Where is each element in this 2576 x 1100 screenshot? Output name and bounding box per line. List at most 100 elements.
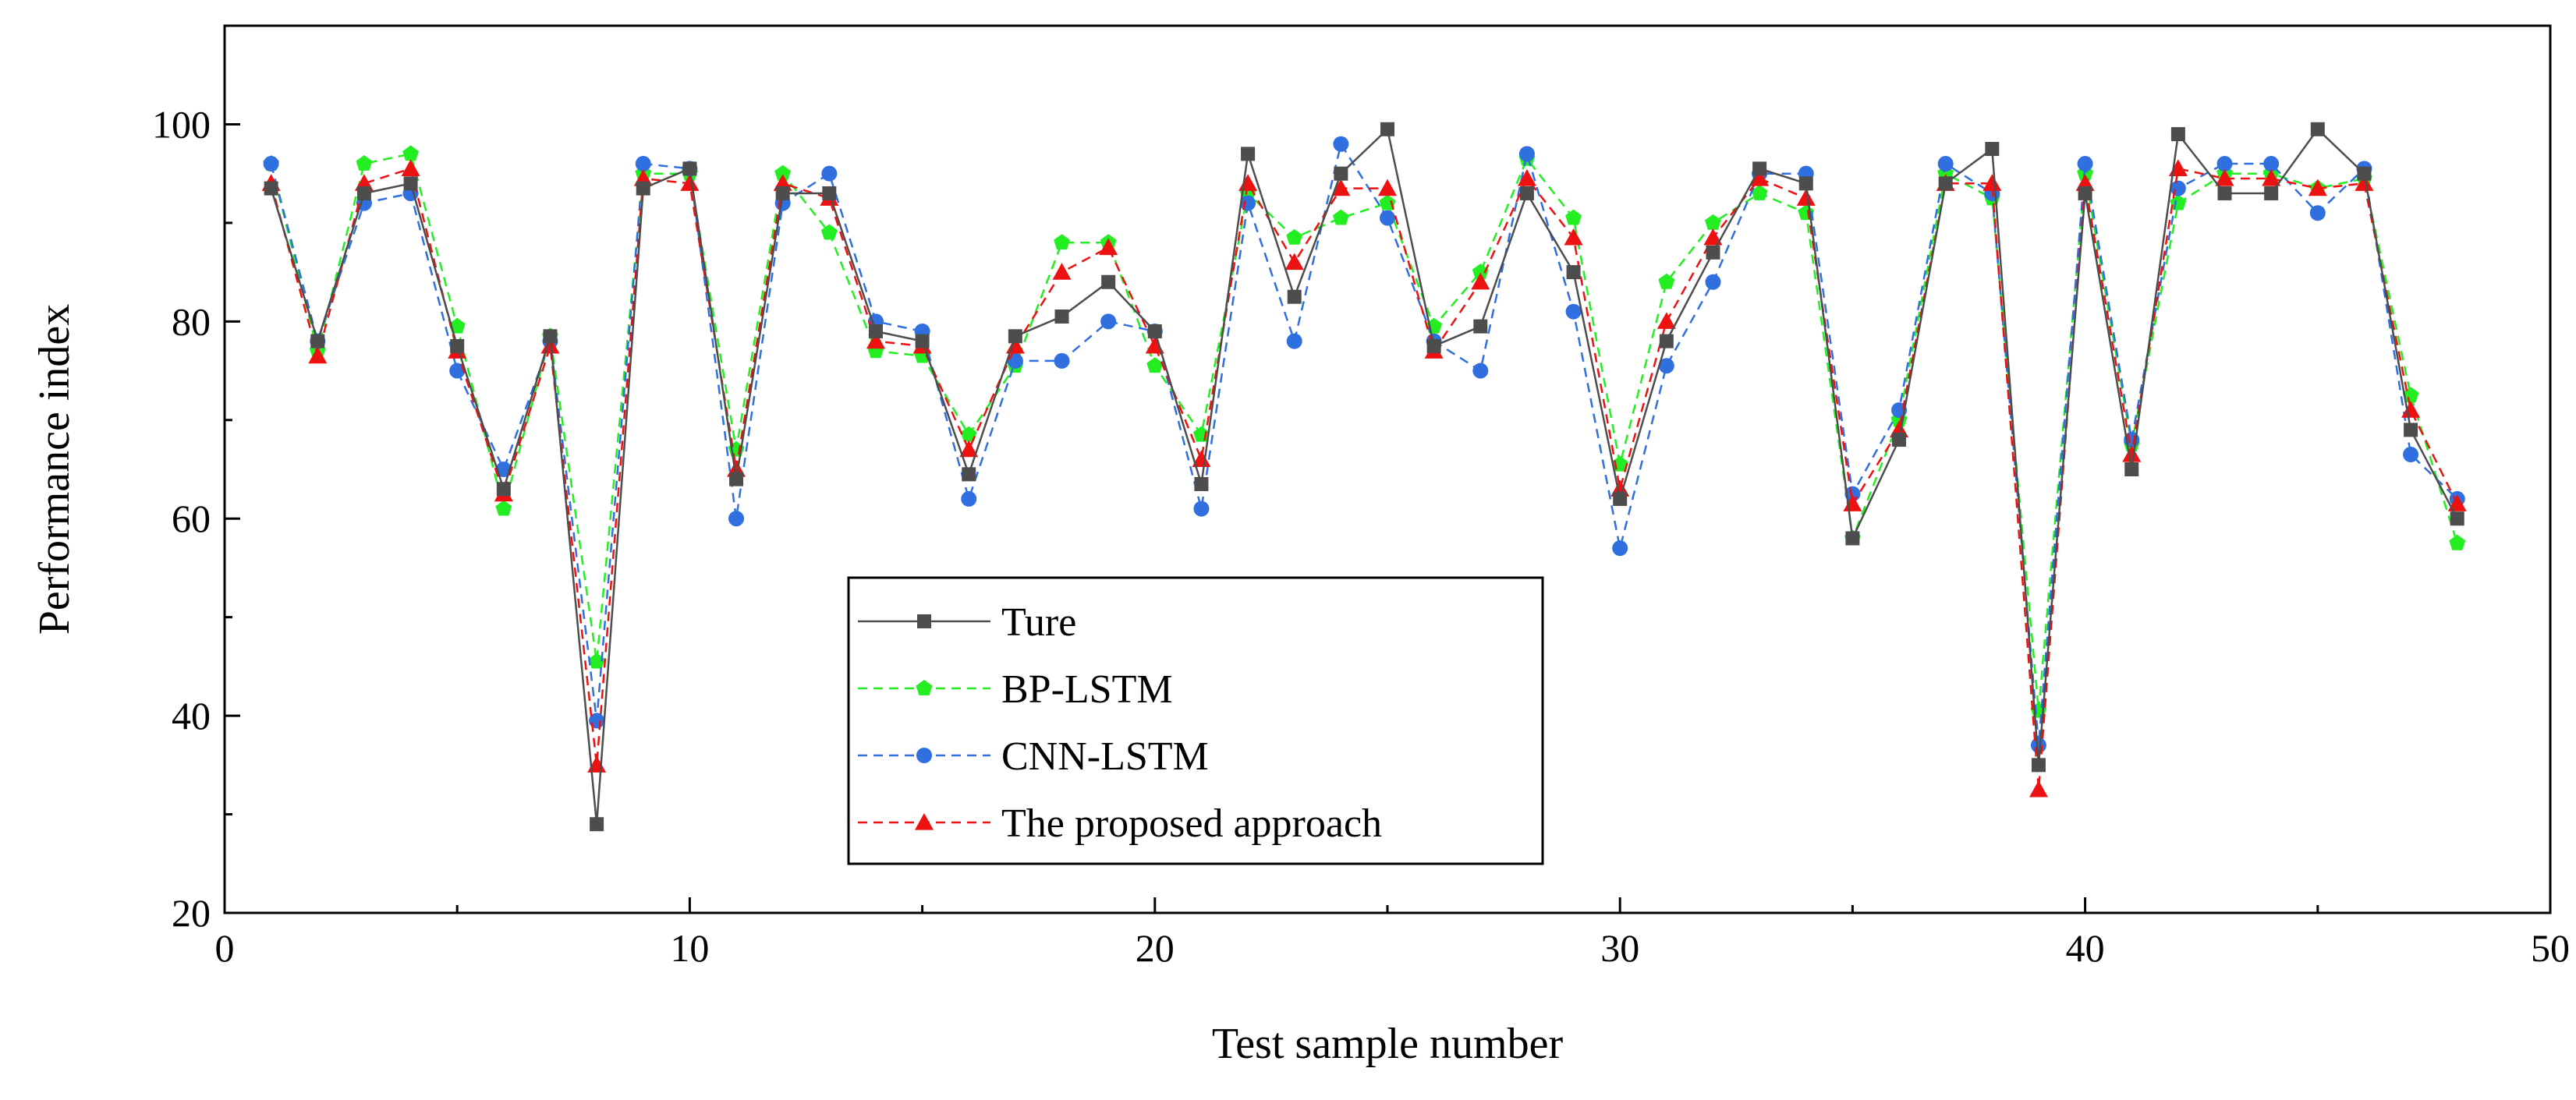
data-point-cnn-lstm [1937, 156, 1954, 172]
data-point-cnn-lstm [2216, 156, 2233, 172]
data-point-cnn-lstm [1193, 500, 1210, 517]
y-tick-label: 20 [172, 891, 211, 935]
y-tick-label: 100 [152, 102, 211, 146]
data-point-proposed [1564, 228, 1583, 246]
legend-marker-bp-lstm [916, 680, 933, 695]
data-point-ture [2170, 127, 2185, 142]
legend-marker-cnn-lstm [916, 748, 932, 763]
data-point-ture [1519, 186, 1534, 200]
data-point-bp-lstm [1565, 209, 1582, 225]
data-point-bp-lstm [1705, 214, 1721, 230]
data-point-ture [1566, 265, 1581, 280]
data-point-ture [1798, 176, 1813, 191]
data-point-ture [1426, 338, 1441, 353]
data-point-cnn-lstm [1518, 146, 1535, 162]
data-point-proposed [2447, 494, 2467, 511]
data-point-ture [915, 334, 930, 348]
data-point-proposed [1284, 253, 1304, 271]
legend-box [847, 576, 1544, 865]
data-point-cnn-lstm [961, 490, 977, 507]
series-ture [264, 122, 2464, 832]
data-point-ture [1938, 176, 1953, 191]
data-point-ture [775, 186, 790, 200]
data-point-bp-lstm [1286, 228, 1303, 245]
data-point-ture [822, 186, 837, 200]
data-point-ture [729, 472, 744, 486]
data-point-proposed [1378, 179, 1397, 196]
data-point-bp-lstm [1054, 234, 1070, 250]
data-point-bp-lstm [402, 145, 419, 161]
data-point-cnn-lstm [1054, 352, 1070, 369]
data-point-ture [868, 324, 883, 338]
data-point-cnn-lstm [1472, 363, 1489, 379]
data-point-cnn-lstm [2030, 737, 2046, 754]
y-tick-label: 40 [172, 694, 211, 737]
data-point-proposed [1331, 179, 1351, 196]
data-point-ture [543, 329, 558, 344]
data-point-cnn-lstm [1380, 210, 1395, 226]
data-point-ture [2217, 186, 2232, 200]
legend-item-cnn-lstm: CNN-LSTM [858, 734, 1209, 779]
data-point-cnn-lstm [1565, 303, 1582, 320]
data-point-cnn-lstm [1658, 358, 1674, 374]
data-point-ture [310, 334, 325, 348]
x-tick-label: 40 [2066, 926, 2105, 970]
data-point-cnn-lstm [2403, 447, 2419, 463]
x-axis-title: Test sample number [1212, 1020, 1564, 1068]
data-point-ture [2357, 166, 2372, 181]
data-point-bp-lstm [356, 155, 373, 171]
data-point-cnn-lstm [1612, 540, 1628, 557]
data-point-ture [403, 176, 418, 191]
data-point-proposed [2308, 179, 2327, 196]
series-line-ture [270, 127, 2458, 825]
data-point-ture [2450, 511, 2464, 526]
data-point-cnn-lstm [2309, 205, 2326, 221]
data-point-proposed [401, 159, 420, 176]
data-point-bp-lstm [1472, 264, 1489, 279]
data-point-proposed [959, 440, 979, 458]
data-point-proposed [1796, 189, 1816, 206]
legend-item-bp-lstm: BP-LSTM [858, 667, 1173, 712]
x-tick-label: 50 [2531, 926, 2570, 970]
data-point-ture [356, 186, 371, 200]
data-point-cnn-lstm [2170, 180, 2186, 196]
data-point-proposed [1471, 272, 1490, 290]
data-point-ture [1845, 531, 1860, 546]
data-point-ture [1287, 289, 1302, 304]
data-point-ture [2404, 423, 2418, 437]
series-line-proposed [270, 167, 2458, 790]
legend-item-ture: Ture [858, 600, 1076, 645]
data-point-ture [1241, 147, 1256, 161]
legend-item-proposed: The proposed approach [858, 801, 1382, 846]
data-point-cnn-lstm [728, 511, 745, 527]
data-point-ture [1054, 309, 1069, 324]
x-tick-label: 30 [1600, 926, 1639, 970]
data-point-cnn-lstm [1333, 136, 1349, 152]
data-point-ture [1985, 142, 2000, 157]
data-point-bp-lstm [1751, 185, 1768, 200]
data-point-proposed [1192, 450, 1211, 467]
data-point-ture [1706, 245, 1720, 260]
data-point-ture [1101, 274, 1116, 289]
series-layer [261, 122, 2467, 832]
data-point-proposed [2122, 445, 2142, 462]
data-point-ture [1380, 122, 1394, 136]
data-point-ture [1008, 329, 1022, 344]
data-point-ture [590, 817, 604, 832]
legend: Ture BP-LSTM CNN-LSTM The proposed approach [847, 576, 1544, 865]
data-point-ture [496, 482, 511, 497]
data-point-bp-lstm [2449, 534, 2466, 550]
data-point-ture [636, 181, 650, 196]
legend-label-cnn-lstm: CNN-LSTM [1001, 734, 1209, 779]
data-point-ture [1892, 433, 1907, 447]
data-point-ture [1334, 166, 1348, 181]
data-point-proposed [2168, 159, 2188, 176]
data-point-proposed [2029, 780, 2048, 798]
data-point-proposed [2215, 168, 2234, 186]
data-point-ture [1473, 319, 1488, 334]
data-point-cnn-lstm [263, 156, 279, 172]
data-point-ture [1752, 161, 1767, 176]
data-point-bp-lstm [588, 653, 605, 669]
data-point-bp-lstm [1146, 357, 1164, 373]
